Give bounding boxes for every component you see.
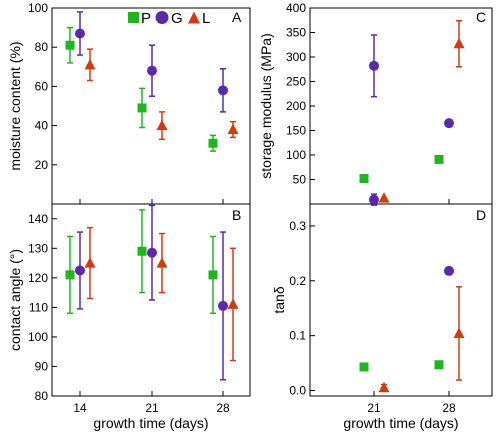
data-point-l [378, 381, 390, 393]
ytick-label-a: 40 [35, 119, 49, 133]
data-point-l [453, 327, 465, 338]
panel-b-frame [51, 203, 251, 397]
data-point-g [444, 118, 454, 129]
data-point-l [378, 192, 390, 203]
data-point-p [65, 270, 75, 280]
xlabel-right: growth time (days) [343, 415, 458, 431]
ytick-label-c: 200 [286, 99, 306, 113]
data-point-p [434, 360, 444, 370]
panel-d: 0.0 0.1 0.2 0.3 21 28 [289, 193, 465, 415]
ytick-label-d: 0.3 [289, 219, 306, 233]
ytick-label-c: 150 [286, 124, 306, 138]
ytick-label-c: 100 [286, 148, 306, 162]
data-point-l [156, 257, 168, 268]
panel-d-frame [309, 203, 493, 397]
xtick-label-d: 28 [442, 401, 456, 415]
data-point-g [369, 194, 379, 205]
legend-marker-g [155, 11, 169, 24]
ytick-label-a: 100 [28, 1, 48, 15]
ytick-label-c: 350 [286, 26, 306, 40]
ytick-label-b: 110 [29, 300, 48, 314]
data-point-l [156, 119, 168, 131]
legend-marker-l [188, 11, 200, 24]
ytick-label-b: 90 [35, 359, 49, 373]
ytick-label-b: 100 [28, 330, 48, 344]
ytick-label-d: 0.1 [289, 329, 306, 343]
data-point-p [359, 174, 369, 184]
ytick-label-a: 60 [35, 79, 49, 93]
panel-c: 50 100 150 200 250 300 350 400 [286, 1, 465, 204]
data-point-g [147, 247, 157, 258]
ytick-label-c: 50 [293, 173, 307, 187]
ytick-label-c: 300 [286, 50, 306, 64]
panel-a-ylabel: moisture content (%) [7, 41, 23, 170]
panel-letter-a: A [232, 9, 242, 25]
xtick-label-b: 28 [216, 401, 230, 415]
data-point-g [218, 300, 228, 311]
legend-label-p: P [141, 10, 151, 27]
data-point-g [369, 60, 379, 71]
data-point-g [444, 265, 454, 276]
xlabel-left: growth time (days) [93, 415, 208, 431]
ytick-label-b: 130 [28, 241, 48, 255]
ytick-label-d: 0.2 [289, 274, 306, 288]
ytick-label-c: 250 [286, 75, 306, 89]
panel-d-ylabel: tanδ [271, 286, 287, 313]
panel-letter-b: B [232, 207, 241, 223]
ytick-label-a: 80 [35, 40, 49, 54]
panel-a: 20 40 60 80 100 [28, 1, 239, 204]
panel-b-ylabel: contact angle (°) [7, 249, 23, 351]
ytick-label-a: 20 [35, 158, 49, 172]
data-point-p [137, 246, 147, 256]
data-point-g [218, 85, 228, 96]
data-point-p [137, 103, 147, 113]
legend-label-g: G [171, 10, 183, 27]
panel-c-frame [309, 7, 493, 205]
data-point-p [434, 154, 444, 164]
panel-c-ylabel: storage modulus (MPa) [258, 33, 274, 179]
data-point-g [75, 265, 85, 276]
data-point-g [147, 65, 157, 76]
ytick-label-b: 140 [28, 212, 48, 226]
data-point-p [359, 362, 369, 372]
panel-letter-c: C [476, 9, 486, 25]
ytick-label-d: 0.0 [289, 384, 306, 398]
data-point-l [453, 37, 465, 49]
data-point-l [227, 298, 239, 309]
xtick-label-b: 14 [73, 401, 87, 415]
panel-b: 80 90 100 110 120 130 140 14 21 28 [28, 204, 239, 415]
data-point-l [84, 58, 96, 70]
data-point-p [65, 40, 75, 50]
ytick-label-c: 400 [286, 1, 306, 15]
data-point-g [75, 28, 85, 39]
data-point-p [208, 270, 218, 280]
ytick-label-b: 120 [28, 271, 48, 285]
xtick-label-b: 21 [145, 401, 159, 415]
legend: P G L [128, 10, 210, 27]
data-point-l [227, 123, 239, 135]
xtick-label-d: 21 [367, 401, 381, 415]
ytick-label-b: 80 [35, 389, 49, 403]
data-point-p [208, 138, 218, 148]
legend-marker-p [128, 12, 139, 23]
panel-letter-d: D [476, 207, 486, 223]
data-point-l [84, 257, 96, 268]
legend-label-l: L [202, 10, 210, 27]
